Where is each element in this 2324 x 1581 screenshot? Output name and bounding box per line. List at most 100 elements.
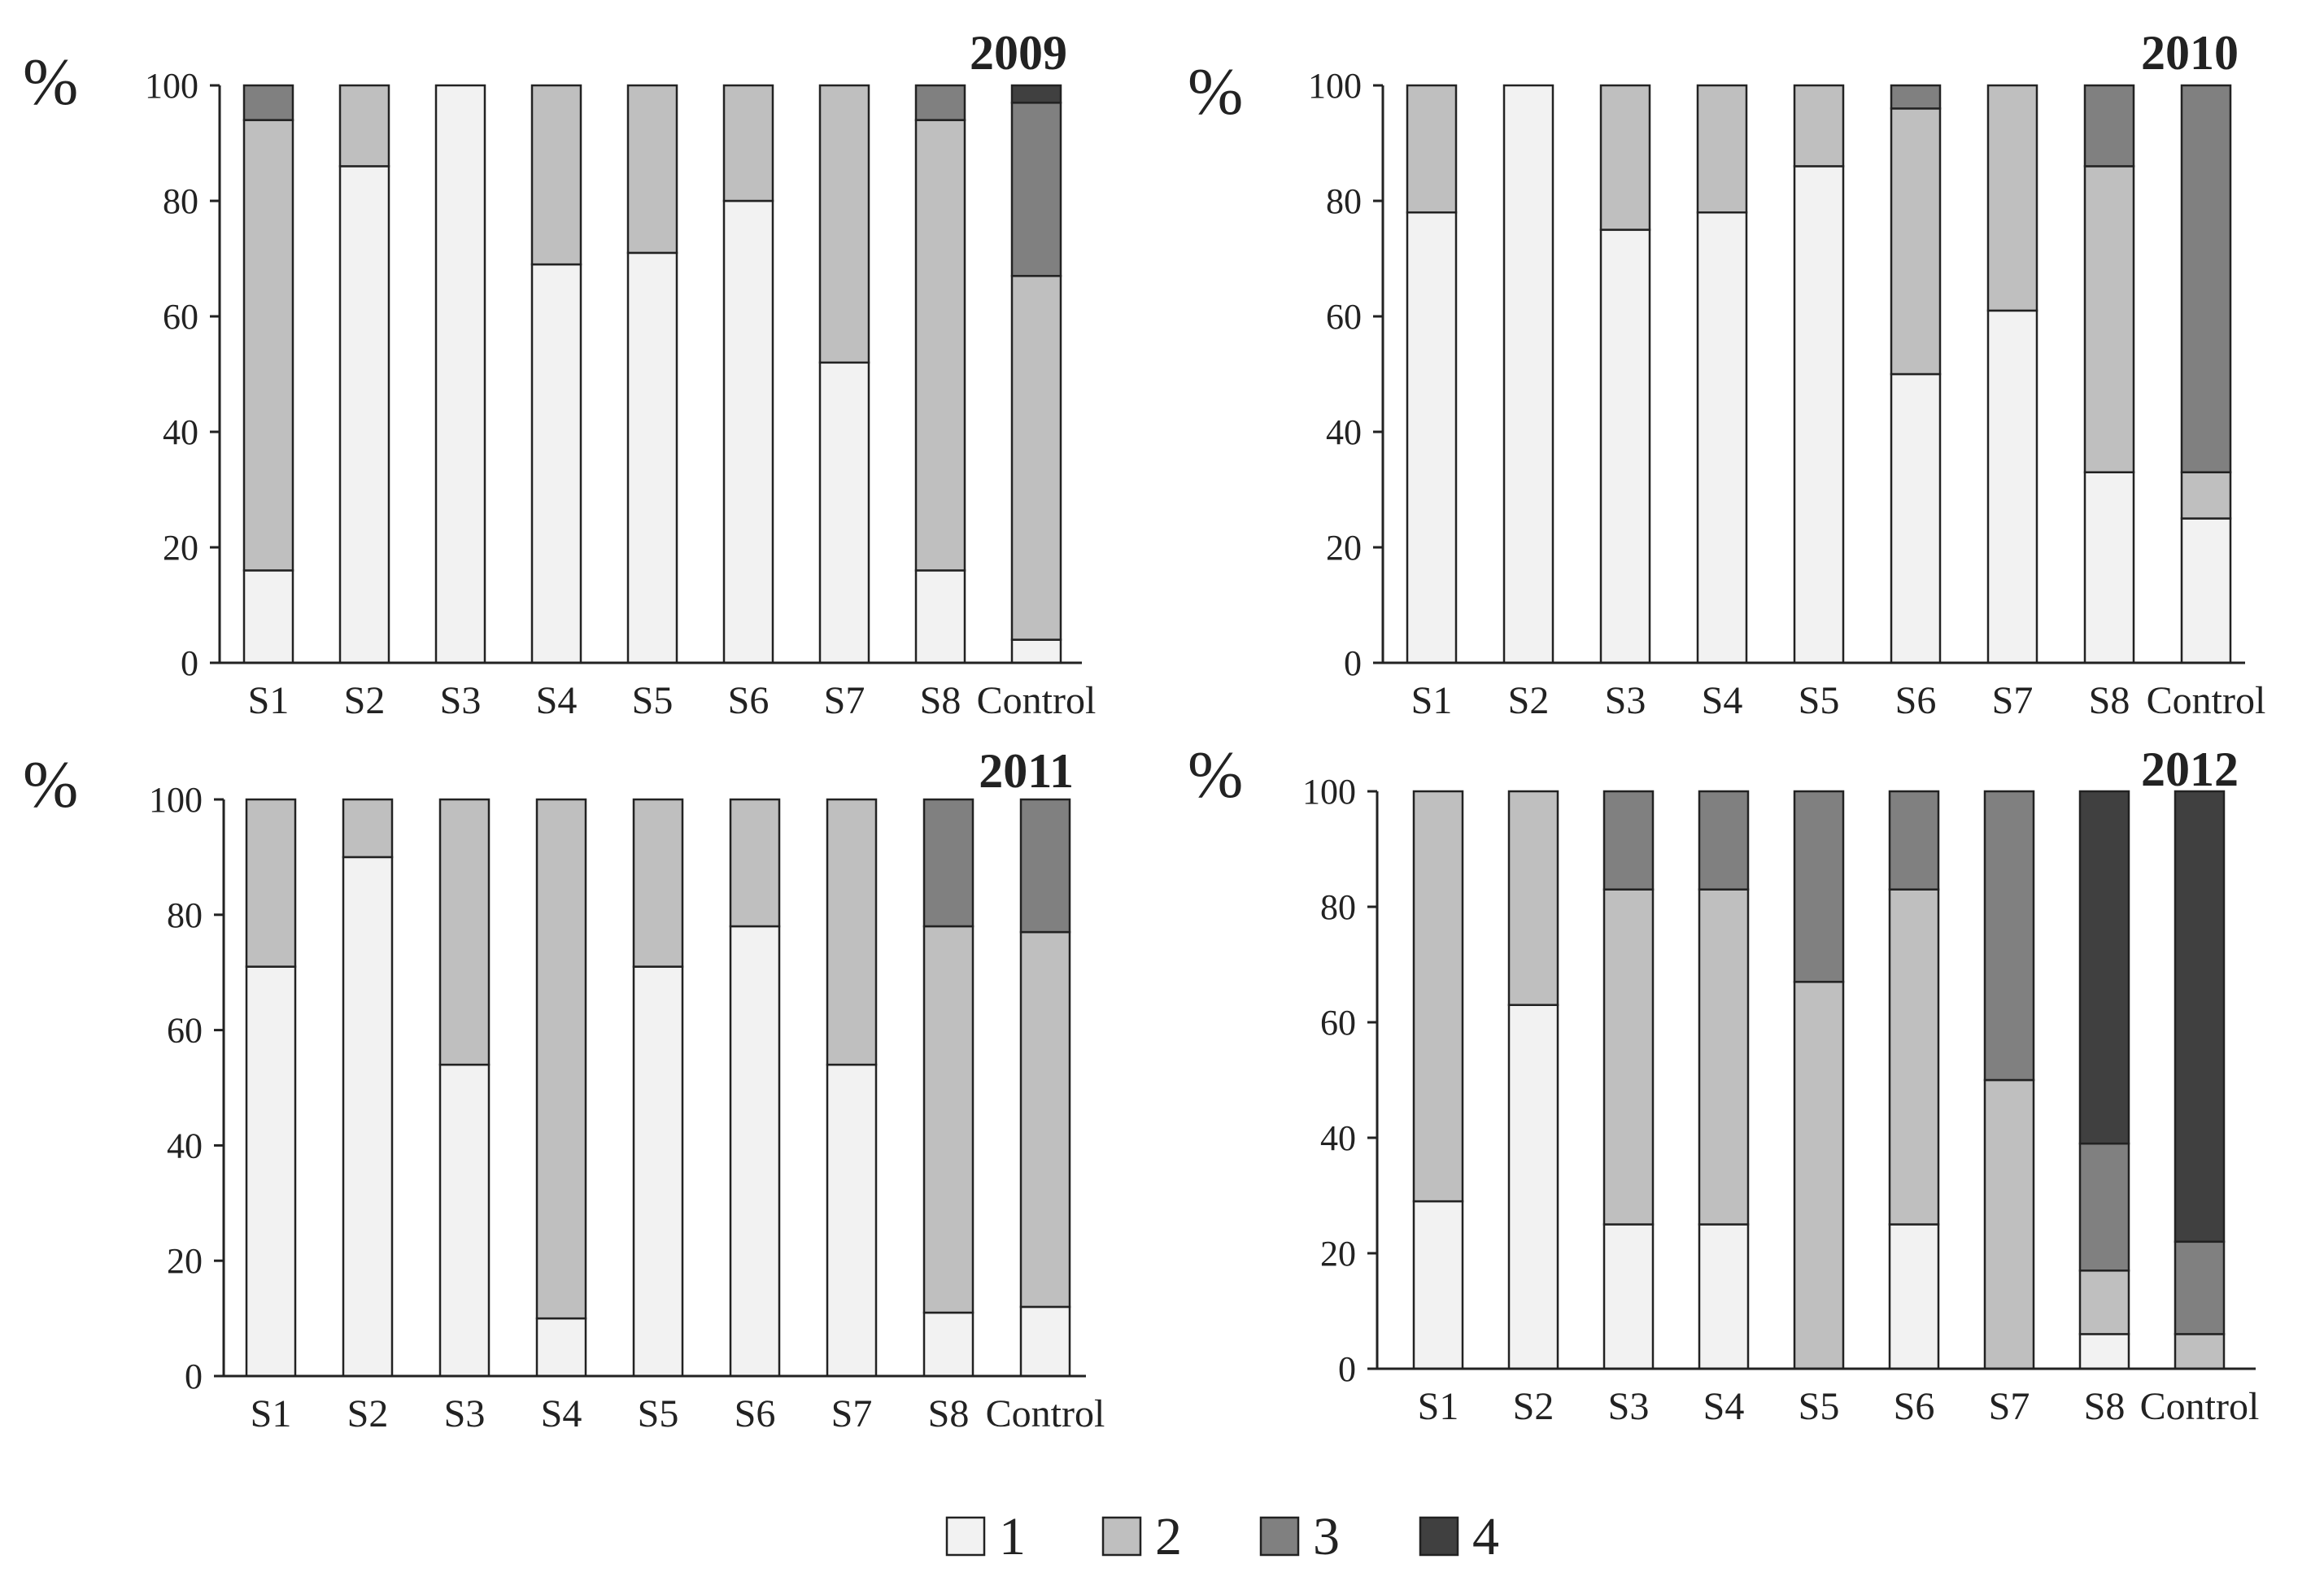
x-category-label: S3 xyxy=(444,1392,486,1435)
bar-segment-S8-class-2 xyxy=(922,925,975,1314)
bar-segment-S1-class-2 xyxy=(1406,84,1458,214)
bar-segment-S1-class-1 xyxy=(245,965,297,1378)
y-tick-label: 80 xyxy=(163,181,198,221)
legend-swatch-1 xyxy=(945,1516,986,1557)
bar-segment-Control-class-2 xyxy=(1010,275,1062,641)
bar-segment-S5-class-1 xyxy=(632,965,684,1378)
x-category-label: S5 xyxy=(1799,1385,1840,1428)
y-tick-label: 60 xyxy=(167,1011,203,1051)
bar-segment-S6-class-1 xyxy=(1888,1223,1940,1370)
x-category-label: Control xyxy=(977,679,1097,722)
x-category-label: S7 xyxy=(824,679,866,722)
bar-segment-S1-class-1 xyxy=(242,569,294,664)
bar-segment-S1-class-1 xyxy=(1406,211,1458,664)
y-tick-label: 80 xyxy=(1320,887,1356,927)
legend-swatch-2 xyxy=(1101,1516,1142,1557)
bar-segment-S6-class-3 xyxy=(1890,84,1942,110)
panel-title: 2010 xyxy=(2141,26,2239,80)
bar-segment-Control-class-2 xyxy=(2174,1333,2226,1370)
bar-segment-Control-class-3 xyxy=(2180,84,2232,473)
bar-segment-S3-class-1 xyxy=(1602,1223,1655,1370)
x-category-label: S8 xyxy=(928,1392,970,1435)
y-tick-label: 60 xyxy=(163,297,198,337)
x-category-label: S7 xyxy=(1992,679,2034,722)
bar-segment-S7-class-2 xyxy=(826,798,878,1066)
x-category-label: S6 xyxy=(1895,679,1937,722)
y-tick-label: 40 xyxy=(163,412,198,452)
chart-panel-2012: 0 20 40 60 80 100 S1 S2 S3 S4 S5 S6 S7 S8 Control% 2012 xyxy=(1188,738,2259,1428)
y-axis-unit-label: % xyxy=(23,45,78,119)
bar-segment-S6-class-1 xyxy=(722,199,774,664)
bar-segment-S3-class-2 xyxy=(1602,888,1655,1226)
panel-title: 2011 xyxy=(979,744,1074,798)
bar-segment-S8-class-2 xyxy=(2078,1270,2130,1335)
bar-segment-S7-class-2 xyxy=(1983,1078,2035,1370)
x-category-label: S6 xyxy=(1894,1385,1935,1428)
x-category-label: S7 xyxy=(1989,1385,2030,1428)
bar-segment-S3-class-2 xyxy=(1599,84,1651,231)
x-category-label: S5 xyxy=(632,679,674,722)
bar-segment-Control-class-3 xyxy=(1019,798,1071,934)
bar-segment-S6-class-1 xyxy=(729,925,781,1378)
y-axis-unit-label: % xyxy=(1188,738,1243,812)
x-category-label: S5 xyxy=(638,1392,679,1435)
y-tick-label: 100 xyxy=(149,780,203,820)
x-category-label: S3 xyxy=(440,679,482,722)
bar-segment-Control-class-1 xyxy=(2180,517,2232,664)
bar-segment-S7-class-1 xyxy=(826,1063,878,1378)
bar-segment-S4-class-1 xyxy=(530,263,582,664)
bar-segment-S3-class-1 xyxy=(434,84,486,664)
x-category-label: S2 xyxy=(1513,1385,1554,1428)
y-tick-label: 0 xyxy=(185,1357,203,1396)
chart-panel-2010: 0 20 40 60 80 100 S1 S2 S3 S4 S5 S6 S7 S8 Control% 2010 xyxy=(1188,26,2265,722)
bar-segment-S5-class-1 xyxy=(1793,165,1845,664)
bar-segment-S4-class-1 xyxy=(1696,211,1748,664)
bar-segment-S5-class-2 xyxy=(626,84,678,255)
bar-segment-S3-class-2 xyxy=(438,798,491,1066)
x-category-label: S3 xyxy=(1605,679,1646,722)
bar-segment-S8-class-1 xyxy=(2078,1333,2130,1370)
x-category-label: S1 xyxy=(248,679,290,722)
bar-segment-S1-class-2 xyxy=(245,798,297,968)
x-category-label: S4 xyxy=(1702,679,1743,722)
x-category-label: S1 xyxy=(251,1392,292,1435)
bar-segment-S8-class-3 xyxy=(2083,84,2135,168)
x-category-label: S4 xyxy=(541,1392,582,1435)
x-category-label: S2 xyxy=(347,1392,389,1435)
x-category-label: S1 xyxy=(1411,679,1453,722)
y-tick-label: 100 xyxy=(1302,772,1356,812)
bar-segment-S5-class-3 xyxy=(1793,790,1845,983)
bar-segment-S4-class-3 xyxy=(1698,790,1750,891)
x-category-label: S2 xyxy=(1508,679,1550,722)
chart-panels: 0 20 40 60 80 100 S1 S2 S3 S4 S5 S6 S7 S8 Control% 2009… xyxy=(23,26,2265,1435)
y-tick-label: 80 xyxy=(167,895,203,935)
bar-segment-S8-class-3 xyxy=(2078,1142,2130,1272)
bar-segment-S5-class-2 xyxy=(632,798,684,968)
y-tick-label: 40 xyxy=(1326,412,1362,452)
y-tick-label: 20 xyxy=(1326,528,1362,568)
bar-segment-S6-class-3 xyxy=(1888,790,1940,891)
legend-swatch-3 xyxy=(1259,1516,1300,1557)
bar-segment-Control-class-1 xyxy=(1010,638,1062,664)
bar-segment-S6-class-2 xyxy=(1888,888,1940,1226)
y-tick-label: 100 xyxy=(145,66,198,106)
bar-segment-Control-class-3 xyxy=(1010,102,1062,277)
bar-segment-S2-class-2 xyxy=(1507,790,1559,1006)
y-tick-label: 20 xyxy=(163,528,198,568)
bar-segment-S5-class-2 xyxy=(1793,981,1845,1370)
bar-segment-S7-class-1 xyxy=(1986,309,2038,664)
bar-segment-S3-class-3 xyxy=(1602,790,1655,891)
legend-swatch-4 xyxy=(1419,1516,1459,1557)
bar-segment-S8-class-3 xyxy=(914,84,966,121)
bar-segment-Control-class-4 xyxy=(1010,84,1062,104)
bar-segment-S4-class-2 xyxy=(535,798,587,1320)
y-tick-label: 40 xyxy=(167,1126,203,1165)
bar-segment-S5-class-2 xyxy=(1793,84,1845,168)
legend: 1 2 3 4 xyxy=(945,1507,1499,1566)
bar-segment-S7-class-3 xyxy=(1983,790,2035,1082)
y-tick-label: 80 xyxy=(1326,181,1362,221)
panel-title: 2009 xyxy=(970,26,1067,80)
y-tick-label: 0 xyxy=(1338,1349,1356,1389)
bar-segment-S7-class-1 xyxy=(818,361,870,664)
